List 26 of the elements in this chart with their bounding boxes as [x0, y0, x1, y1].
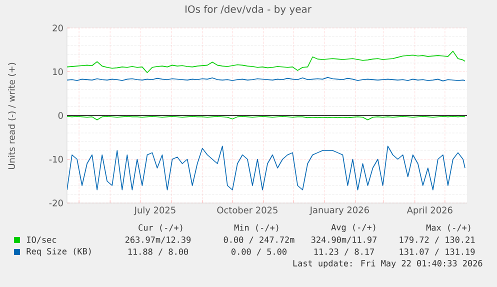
text: 131.07 / 131.19 [400, 248, 475, 256]
text: 11.88 / 8.00 [128, 248, 188, 256]
text: Max (-/+) [426, 224, 470, 232]
x-tick-label: January 2026 [309, 206, 369, 216]
text: Last update: Fri May 22 01:40:33 2026 [293, 260, 482, 268]
y-tick-label: -20 [49, 200, 63, 206]
y-tick-label: 0 [58, 112, 63, 119]
x-tick-label: October 2025 [217, 206, 278, 214]
x-tick-label: July 2025 [134, 206, 176, 216]
legend-label: Req Size (KB) [26, 248, 91, 256]
text: 0.00 / 5.00 [232, 248, 286, 256]
y-tick-label: 20 [52, 24, 63, 32]
text: 324.90m/11.97 [311, 236, 377, 244]
text: Min (-/+) [234, 224, 278, 232]
legend-label: IO/sec [27, 236, 56, 244]
y-tick-label: -10 [49, 156, 63, 163]
text: 0.00 / 247.72m [224, 236, 294, 244]
chart-title: IOs for /dev/vda - by year [186, 5, 312, 15]
text: Cur (-/+) [138, 224, 182, 232]
text: 179.72 / 130.21 [400, 236, 475, 244]
y-axis-title: Units read (-) / write (+) [8, 62, 16, 170]
text: Avg (-/+) [331, 224, 376, 232]
x-tick-label: April 2026 [406, 206, 452, 216]
text: 11.23 / 8.17 [314, 248, 374, 256]
text: 263.97m/12.39 [125, 236, 191, 244]
y-tick-label: 10 [53, 68, 63, 76]
